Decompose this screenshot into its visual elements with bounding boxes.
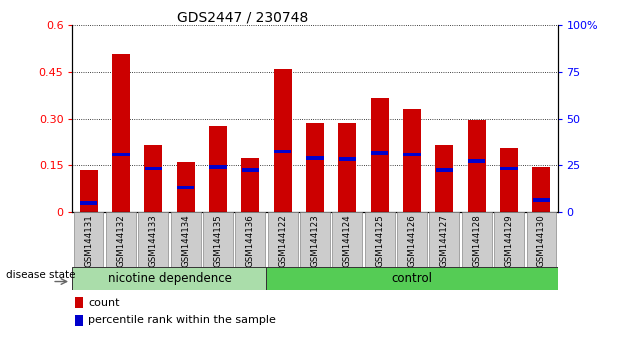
Bar (468, 120, 486, 212)
Text: nicotine dependence: nicotine dependence (108, 272, 231, 285)
Bar (532, 167, 550, 212)
Bar (80, 170, 98, 212)
Bar (80, 201, 98, 205)
Text: count: count (88, 298, 120, 308)
Bar (338, 123, 356, 212)
Text: GSM144136: GSM144136 (246, 214, 255, 267)
Bar (203, 212, 233, 267)
Bar (209, 165, 227, 169)
Text: GSM144134: GSM144134 (181, 214, 190, 267)
Text: GSM144125: GSM144125 (375, 214, 384, 267)
Bar (139, 212, 168, 267)
Text: GSM144122: GSM144122 (278, 214, 287, 267)
Text: GSM144133: GSM144133 (149, 214, 158, 267)
Text: control: control (391, 272, 433, 285)
Bar (75, 315, 83, 326)
Bar (403, 109, 421, 212)
Bar (468, 159, 486, 163)
Bar (500, 167, 518, 171)
Bar (500, 148, 518, 212)
Bar (236, 212, 265, 267)
Text: GSM144131: GSM144131 (84, 214, 93, 267)
Bar (266, 267, 558, 290)
Bar (241, 168, 259, 172)
Text: GSM144124: GSM144124 (343, 214, 352, 267)
Bar (171, 212, 200, 267)
Bar (274, 69, 292, 212)
Bar (74, 212, 103, 267)
Bar (144, 145, 162, 212)
Bar (338, 158, 356, 161)
Bar (268, 212, 297, 267)
Bar (112, 153, 130, 156)
Bar (241, 158, 259, 212)
Text: GSM144132: GSM144132 (117, 214, 125, 267)
Bar (527, 212, 556, 267)
Bar (306, 156, 324, 160)
Text: disease state: disease state (6, 270, 76, 280)
Text: GSM144135: GSM144135 (214, 214, 222, 267)
Text: GDS2447 / 230748: GDS2447 / 230748 (176, 11, 308, 25)
Bar (306, 123, 324, 212)
Bar (532, 198, 550, 202)
Text: GSM144126: GSM144126 (408, 214, 416, 267)
Text: GSM144128: GSM144128 (472, 214, 481, 267)
Text: GSM144127: GSM144127 (440, 214, 449, 267)
Bar (397, 212, 427, 267)
Text: GSM144123: GSM144123 (311, 214, 319, 267)
Text: GSM144130: GSM144130 (537, 214, 546, 267)
Bar (300, 212, 330, 267)
Bar (106, 212, 136, 267)
Bar (112, 55, 130, 212)
Bar (209, 126, 227, 212)
Bar (462, 212, 491, 267)
Text: percentile rank within the sample: percentile rank within the sample (88, 315, 277, 325)
Bar (333, 212, 362, 267)
Bar (144, 167, 162, 171)
Bar (494, 212, 524, 267)
Bar (435, 168, 453, 172)
Bar (177, 185, 195, 189)
Bar (435, 145, 453, 212)
Bar (75, 297, 83, 308)
Text: GSM144129: GSM144129 (505, 214, 513, 267)
Bar (430, 212, 459, 267)
Bar (177, 162, 195, 212)
Bar (365, 212, 394, 267)
Bar (72, 267, 266, 290)
Bar (371, 98, 389, 212)
Bar (371, 151, 389, 155)
Bar (274, 149, 292, 153)
Bar (403, 153, 421, 156)
